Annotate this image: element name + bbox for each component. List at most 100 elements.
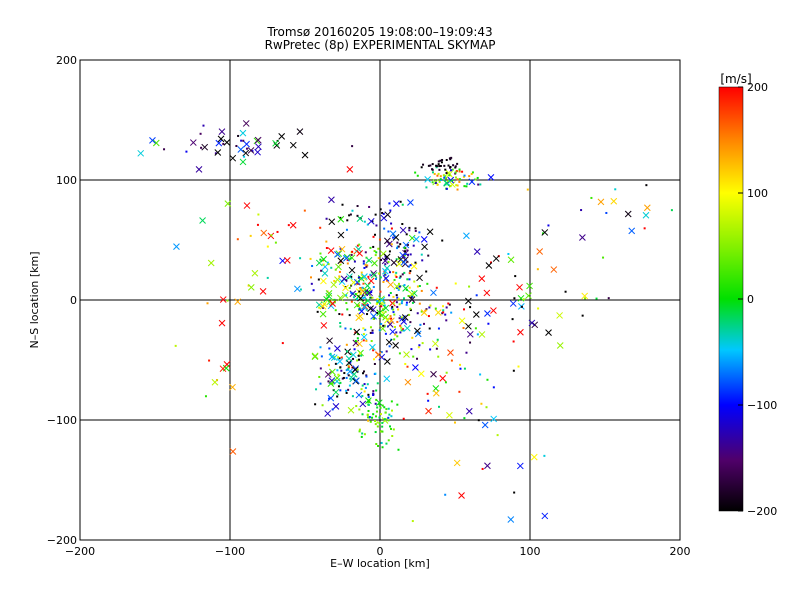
data-point-dot bbox=[477, 419, 480, 422]
data-point-dot bbox=[401, 300, 404, 303]
data-point-dot bbox=[411, 336, 414, 339]
data-point-dot bbox=[418, 231, 421, 234]
data-point-dot bbox=[381, 311, 384, 314]
data-point-dot bbox=[360, 435, 363, 438]
data-point-dot bbox=[399, 331, 402, 334]
data-point-cross bbox=[478, 331, 486, 338]
data-point-dot bbox=[384, 255, 387, 258]
data-point-dot bbox=[396, 241, 399, 244]
data-point-dot bbox=[240, 139, 243, 142]
data-point-dot bbox=[397, 288, 400, 291]
data-point-dot bbox=[406, 278, 409, 281]
data-point-dot bbox=[403, 246, 406, 249]
data-point-cross bbox=[223, 139, 231, 146]
data-point-dot bbox=[345, 294, 348, 297]
data-point-dot bbox=[445, 172, 448, 175]
data-point-dot bbox=[377, 445, 380, 448]
data-point-dot bbox=[354, 293, 357, 296]
data-point-cross bbox=[434, 309, 442, 316]
data-point-cross bbox=[254, 136, 262, 144]
data-point-dot bbox=[325, 240, 328, 243]
data-point-dot bbox=[429, 164, 432, 167]
data-point-dot bbox=[327, 364, 330, 367]
data-point-dot bbox=[341, 377, 344, 380]
data-point-dot bbox=[384, 411, 387, 414]
data-point-dot bbox=[414, 227, 417, 230]
data-point-dot bbox=[479, 373, 482, 376]
data-point-dot bbox=[338, 275, 341, 278]
data-point-dot bbox=[339, 325, 342, 328]
data-point-cross bbox=[319, 310, 327, 318]
data-point-dot bbox=[366, 400, 369, 403]
data-point-dot bbox=[266, 276, 269, 279]
data-point-dot bbox=[410, 296, 413, 299]
colorbar-tick-label: −200 bbox=[747, 505, 777, 518]
data-point-dot bbox=[381, 446, 384, 449]
data-point-cross bbox=[333, 374, 341, 382]
data-point-cross bbox=[364, 282, 371, 290]
data-point-dot bbox=[369, 331, 372, 334]
data-point-cross bbox=[556, 312, 563, 319]
data-point-cross bbox=[386, 321, 394, 328]
data-point-dot bbox=[441, 239, 444, 242]
data-point-cross bbox=[370, 270, 377, 277]
data-point-cross bbox=[219, 365, 227, 373]
data-point-dot bbox=[243, 155, 246, 158]
data-point-dot bbox=[367, 409, 370, 412]
data-point-dot bbox=[340, 356, 343, 359]
data-point-dot bbox=[379, 430, 382, 433]
data-point-cross bbox=[229, 154, 237, 162]
data-point-dot bbox=[333, 301, 336, 304]
data-point-dot bbox=[450, 359, 453, 362]
data-point-dot bbox=[348, 384, 351, 387]
data-point-dot bbox=[414, 171, 417, 174]
data-point-dot bbox=[437, 327, 440, 330]
data-point-dot bbox=[418, 344, 421, 347]
data-point-dot bbox=[440, 161, 443, 164]
data-point-dot bbox=[406, 243, 409, 246]
data-point-dot bbox=[543, 454, 546, 457]
data-point-dot bbox=[466, 182, 469, 185]
data-point-dot bbox=[486, 378, 489, 381]
data-point-cross bbox=[466, 330, 474, 338]
data-point-dot bbox=[356, 244, 359, 247]
data-point-cross bbox=[400, 318, 408, 325]
data-point-cross bbox=[356, 313, 364, 320]
data-point-dot bbox=[373, 419, 376, 422]
data-point-cross bbox=[361, 302, 369, 310]
data-point-dot bbox=[442, 311, 445, 314]
data-point-cross bbox=[273, 142, 281, 149]
data-point-dot bbox=[403, 297, 406, 300]
data-point-dot bbox=[395, 258, 398, 261]
data-point-dot bbox=[448, 303, 451, 306]
data-point-cross bbox=[229, 383, 236, 391]
data-point-dot bbox=[372, 349, 375, 352]
data-point-dot bbox=[411, 520, 414, 523]
data-point-dot bbox=[517, 365, 520, 368]
data-point-dot bbox=[435, 164, 438, 167]
data-point-dot bbox=[445, 371, 448, 374]
data-point-dot bbox=[443, 176, 446, 179]
data-point-dot bbox=[384, 310, 387, 313]
data-point-cross bbox=[472, 311, 480, 318]
data-point-dot bbox=[370, 291, 373, 294]
data-point-dot bbox=[435, 286, 438, 289]
data-point-dot bbox=[319, 252, 322, 255]
data-point-dot bbox=[347, 367, 350, 370]
data-point-cross bbox=[517, 328, 524, 336]
data-point-cross bbox=[327, 247, 335, 254]
data-point-dot bbox=[360, 354, 363, 357]
data-point-dot bbox=[444, 381, 447, 384]
data-point-dot bbox=[349, 213, 352, 216]
data-point-dot bbox=[448, 180, 451, 183]
data-point-dot bbox=[520, 305, 523, 308]
data-point-dot bbox=[202, 124, 205, 127]
data-point-dot bbox=[396, 247, 399, 250]
grid-lines bbox=[80, 60, 680, 540]
data-point-dot bbox=[392, 295, 395, 298]
data-point-dot bbox=[437, 160, 440, 163]
data-point-cross bbox=[473, 248, 481, 255]
data-point-dot bbox=[358, 358, 361, 361]
data-point-cross bbox=[342, 284, 349, 292]
y-tick-label: −100 bbox=[47, 414, 77, 427]
